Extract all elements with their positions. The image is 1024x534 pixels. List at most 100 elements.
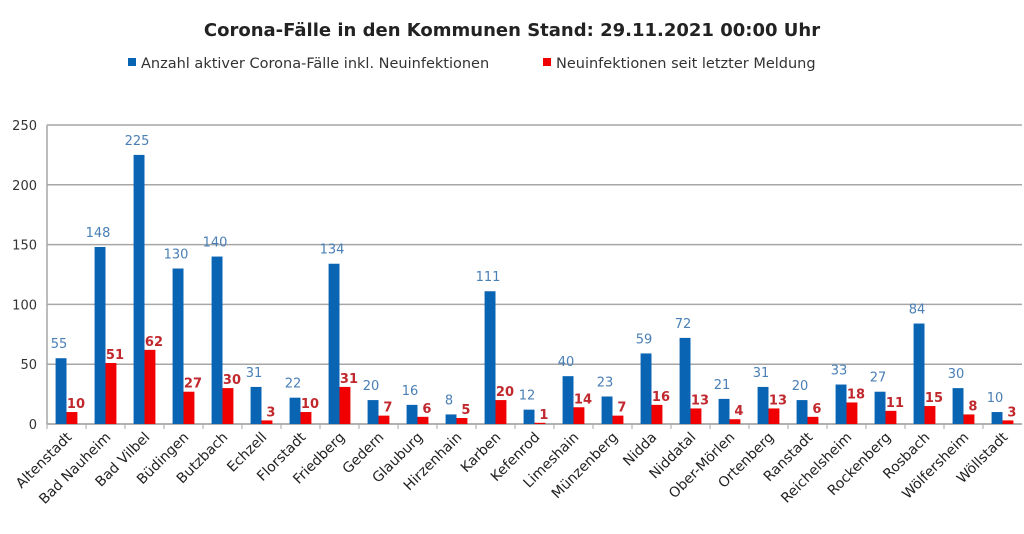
bar-active [94, 246, 106, 424]
bar-new [651, 404, 663, 424]
bar-active [757, 386, 769, 424]
data-label: 59 [636, 332, 653, 347]
y-tick-label: 50 [20, 358, 37, 373]
data-label: 1 [539, 408, 548, 423]
bar-active [172, 268, 184, 424]
bar-active [523, 409, 535, 424]
data-label: 22 [285, 377, 302, 392]
data-label: 18 [847, 387, 865, 402]
data-label: 16 [652, 390, 670, 405]
bar-new [885, 410, 897, 424]
data-label: 40 [558, 355, 575, 370]
bar-active [133, 154, 145, 424]
data-label: 3 [1007, 405, 1016, 420]
bar-active [250, 386, 262, 424]
y-tick-label: 250 [12, 119, 37, 134]
bar-new [261, 420, 273, 424]
bar-active [952, 388, 964, 424]
data-label: 20 [496, 385, 514, 400]
y-tick-label: 150 [12, 239, 37, 254]
data-label: 31 [340, 372, 358, 387]
data-label: 15 [925, 391, 943, 406]
bar-new [963, 414, 975, 424]
data-label: 33 [831, 364, 848, 379]
bar-active [991, 412, 1003, 424]
y-tick-label: 0 [29, 418, 37, 433]
legend-swatch [128, 58, 136, 66]
bar-active [367, 400, 379, 424]
data-label: 10 [67, 397, 85, 412]
bar-new [183, 391, 195, 424]
bar-active [679, 337, 691, 424]
data-label: 5 [461, 403, 470, 418]
data-label: 10 [301, 397, 319, 412]
bar-new [729, 419, 741, 424]
legend: Anzahl aktiver Corona-Fälle inkl. Neuinf… [128, 56, 816, 72]
data-label: 21 [714, 378, 731, 393]
data-label: 20 [792, 379, 809, 394]
data-label: 20 [363, 379, 380, 394]
data-label: 51 [106, 348, 124, 363]
legend-label: Anzahl aktiver Corona-Fälle inkl. Neuinf… [141, 56, 489, 72]
bar-new [456, 418, 468, 424]
bar-new [339, 386, 351, 424]
bar-new [846, 402, 858, 424]
bar-new [378, 415, 390, 424]
legend-label: Neuinfektionen seit letzter Meldung [556, 56, 816, 72]
data-label: 8 [445, 393, 453, 408]
bar-active [328, 263, 340, 424]
bar-new [417, 416, 429, 424]
bar-new [768, 408, 780, 424]
y-tick-label: 200 [12, 179, 37, 194]
data-label: 148 [86, 226, 111, 241]
data-label: 31 [753, 366, 770, 381]
data-label: 134 [320, 243, 345, 258]
data-label: 62 [145, 335, 163, 350]
bar-new [300, 412, 312, 424]
bar-new [924, 406, 936, 424]
bar-active [562, 376, 574, 424]
data-label: 72 [675, 317, 692, 332]
chart-title: Corona-Fälle in den Kommunen Stand: 29.1… [204, 20, 820, 41]
bar-new [66, 412, 78, 424]
y-tick-label: 100 [12, 298, 37, 313]
bar-active [445, 414, 457, 424]
bar-active [835, 384, 847, 424]
data-label: 27 [870, 371, 887, 386]
bar-new [807, 416, 819, 424]
data-label: 8 [968, 399, 977, 414]
bar-new [495, 400, 507, 424]
bar-active [406, 404, 418, 424]
data-label: 111 [476, 270, 501, 285]
bar-new [690, 408, 702, 424]
data-label: 30 [223, 373, 241, 388]
bar-active [913, 323, 925, 424]
bar-new [612, 415, 624, 424]
data-label: 31 [246, 366, 263, 381]
bar-active [211, 256, 223, 424]
bar-active [289, 397, 301, 424]
data-label: 13 [691, 393, 709, 408]
data-label: 6 [422, 402, 431, 417]
bar-new [222, 388, 234, 424]
data-label: 30 [948, 367, 965, 382]
data-label: 4 [734, 404, 743, 419]
data-label: 140 [203, 236, 228, 251]
data-label: 13 [769, 393, 787, 408]
data-label: 3 [266, 405, 275, 420]
bar-active [55, 358, 67, 424]
bar-new [144, 349, 156, 424]
data-label: 16 [402, 384, 419, 399]
bar-new [105, 363, 117, 424]
data-label: 23 [597, 375, 614, 390]
data-label: 130 [164, 248, 189, 263]
bar-active [484, 291, 496, 424]
data-label: 14 [574, 392, 592, 407]
bar-active [601, 396, 613, 424]
bar-new [1002, 420, 1014, 424]
data-label: 10 [987, 391, 1004, 406]
bar-active [796, 400, 808, 424]
